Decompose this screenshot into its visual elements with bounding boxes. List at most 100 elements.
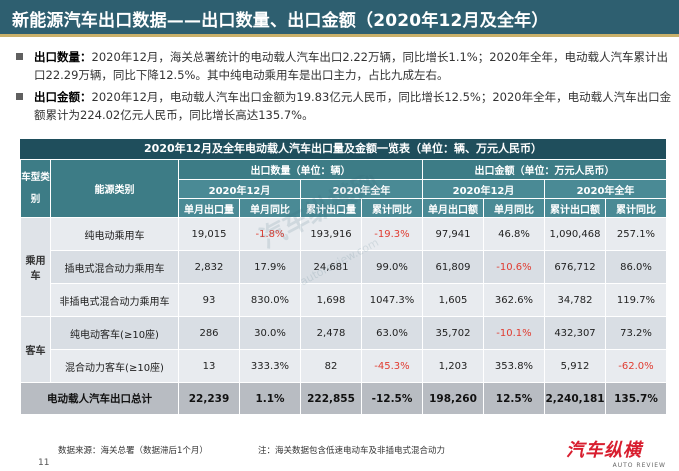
bullet-square-icon [16, 53, 23, 60]
data-note: 注：海关数据包含低速电动车及非插电式混合动力 [258, 446, 446, 456]
value-cell: 676,712 [544, 250, 606, 284]
energy-type-cell: 非插电式混合动力乘用车 [50, 283, 179, 317]
value-cell: 119.7% [605, 283, 667, 317]
header-cum-amt: 累计出口额 [544, 198, 606, 218]
table-row: 混合动力客车(≥10座) 13 333.3% 82 -45.3% 1,203 353.8% 5… [21, 349, 667, 383]
table-row: 非插电式混合动力乘用车 93 830.0% 1,698 1047.3% 1,605 362.… [21, 283, 667, 317]
value-cell: 99.0% [361, 250, 423, 284]
value-cell: 193,916 [300, 217, 362, 251]
table-row: 客车 纯电动客车(≥10座) 286 30.0% 2,478 63.0% 35,702 -10… [20, 316, 667, 383]
table-title: 2020年12月及全年电动载人汽车出口量及金额一览表（单位：辆、万元人民币） [20, 139, 666, 159]
value-cell: -19.3% [361, 217, 423, 251]
category-cell: 乘用车 [20, 217, 51, 317]
export-data-table: 车型类别 能源类别 出口数量（单位：辆） 出口金额（单位：万元人民币） 2020… [20, 159, 667, 415]
brand-logo: 汽车纵横 AUTO REVIEW [566, 436, 672, 469]
total-value-cell: -12.5% [361, 382, 423, 415]
energy-type-cell: 插电式混合动力乘用车 [50, 250, 179, 284]
bullet-export-amount: 出口金额：2020年12月，电动载人汽车出口金额为19.83亿元人民币，同比增长… [12, 88, 672, 124]
value-cell: 353.8% [483, 349, 545, 383]
value-cell: -62.0% [605, 349, 667, 383]
value-cell: 63.0% [361, 316, 423, 350]
value-cell: 35,702 [422, 316, 484, 350]
value-cell: -10.6% [483, 250, 545, 284]
brand-name: 汽车纵横 [566, 440, 642, 461]
header-amt-year: 2020年全年 [544, 179, 667, 199]
value-cell: 362.6% [483, 283, 545, 317]
export-table: 2020年12月及全年电动载人汽车出口量及金额一览表（单位：辆、万元人民币） 车… [20, 139, 667, 415]
value-cell: 17.9% [239, 250, 301, 284]
value-cell: 86.0% [605, 250, 667, 284]
header-export-amount: 出口金额（单位：万元人民币） [422, 159, 667, 180]
header-cum-amt-yoy: 累计同比 [605, 198, 667, 218]
value-cell: 13 [178, 349, 240, 383]
total-row: 电动载人汽车出口总计 22,239 1.1% 222,855 -12.5% 198,260… [20, 382, 667, 415]
total-value-cell: 1.1% [239, 382, 301, 415]
bullet-export-quantity: 出口数量：2020年12月，海关总署统计的电动载人汽车出口2.22万辆，同比增长… [12, 48, 672, 84]
header-accent-line [0, 34, 679, 37]
page-number: 11 [38, 458, 50, 468]
value-cell: 1,203 [422, 349, 484, 383]
value-cell: 19,015 [178, 217, 240, 251]
energy-type-cell: 纯电动乘用车 [50, 217, 179, 251]
bullet-square-icon [16, 93, 23, 100]
value-cell: 432,307 [544, 316, 606, 350]
total-label: 电动载人汽车出口总计 [20, 382, 179, 415]
value-cell: 34,782 [544, 283, 606, 317]
table-body: 乘用车 纯电动乘用车 19,015 -1.8% 193,916 -19.3% 97,941 4… [20, 217, 667, 415]
header-amt-dec: 2020年12月 [422, 179, 545, 199]
value-cell: 2,478 [300, 316, 362, 350]
value-cell: 82 [300, 349, 362, 383]
header-monthly-amt: 单月出口额 [422, 198, 484, 218]
energy-type-cell: 纯电动客车(≥10座) [50, 316, 179, 350]
value-cell: 73.2% [605, 316, 667, 350]
value-cell: 30.0% [239, 316, 301, 350]
header-monthly-yoy: 单月同比 [239, 198, 301, 218]
page-header: 新能源汽车出口数据——出口数量、出口金额（2020年12月及全年） [0, 0, 679, 37]
value-cell: 97,941 [422, 217, 484, 251]
header-qty-year: 2020年全年 [300, 179, 423, 199]
value-cell: -10.1% [483, 316, 545, 350]
bullet-label: 出口数量： [34, 50, 92, 64]
total-value-cell: 222,855 [300, 382, 362, 415]
page-title: 新能源汽车出口数据——出口数量、出口金额（2020年12月及全年） [12, 11, 549, 31]
table-row: 插电式混合动力乘用车 2,832 17.9% 24,681 99.0% 61,809 -10… [21, 250, 667, 284]
value-cell: 61,809 [422, 250, 484, 284]
energy-type-cell: 混合动力客车(≥10座) [50, 349, 179, 383]
value-cell: 93 [178, 283, 240, 317]
value-cell: 5,912 [544, 349, 606, 383]
header-export-quantity: 出口数量（单位：辆） [178, 159, 423, 180]
header-cum-yoy: 累计同比 [361, 198, 423, 218]
value-cell: 24,681 [300, 250, 362, 284]
value-cell: 257.1% [605, 217, 667, 251]
header-cum-qty: 累计出口量 [300, 198, 362, 218]
value-cell: -45.3% [361, 349, 423, 383]
data-source: 数据来源：海关总署（数据滞后1个月） [58, 446, 208, 456]
value-cell: 1047.3% [361, 283, 423, 317]
header-monthly-amt-yoy: 单月同比 [483, 198, 545, 218]
total-value-cell: 22,239 [178, 382, 240, 415]
bullet-text: 2020年12月，海关总署统计的电动载人汽车出口2.22万辆，同比增长1.1%；… [34, 50, 668, 82]
brand-subtitle: AUTO REVIEW [612, 462, 666, 469]
value-cell: -1.8% [239, 217, 301, 251]
value-cell: 333.3% [239, 349, 301, 383]
table-row: 乘用车 纯电动乘用车 19,015 -1.8% 193,916 -19.3% 97,941 4… [20, 217, 667, 317]
value-cell: 286 [178, 316, 240, 350]
total-value-cell: 135.7% [605, 382, 667, 415]
category-cell: 客车 [20, 316, 51, 383]
total-value-cell: 198,260 [422, 382, 484, 415]
value-cell: 1,698 [300, 283, 362, 317]
total-value-cell: 2,240,181 [544, 382, 606, 415]
header-qty-dec: 2020年12月 [178, 179, 301, 199]
value-cell: 830.0% [239, 283, 301, 317]
header-vehicle-type: 车型类别 [20, 159, 51, 218]
header-energy-type: 能源类别 [50, 159, 179, 218]
value-cell: 1,090,468 [544, 217, 606, 251]
bullet-text: 2020年12月，电动载人汽车出口金额为19.83亿元人民币，同比增长12.5%… [34, 90, 672, 122]
value-cell: 1,605 [422, 283, 484, 317]
value-cell: 2,832 [178, 250, 240, 284]
header-monthly-qty: 单月出口量 [178, 198, 240, 218]
total-value-cell: 12.5% [483, 382, 545, 415]
summary-bullets: 出口数量：2020年12月，海关总署统计的电动载人汽车出口2.22万辆，同比增长… [12, 48, 672, 128]
bullet-label: 出口金额： [34, 90, 92, 104]
value-cell: 46.8% [483, 217, 545, 251]
